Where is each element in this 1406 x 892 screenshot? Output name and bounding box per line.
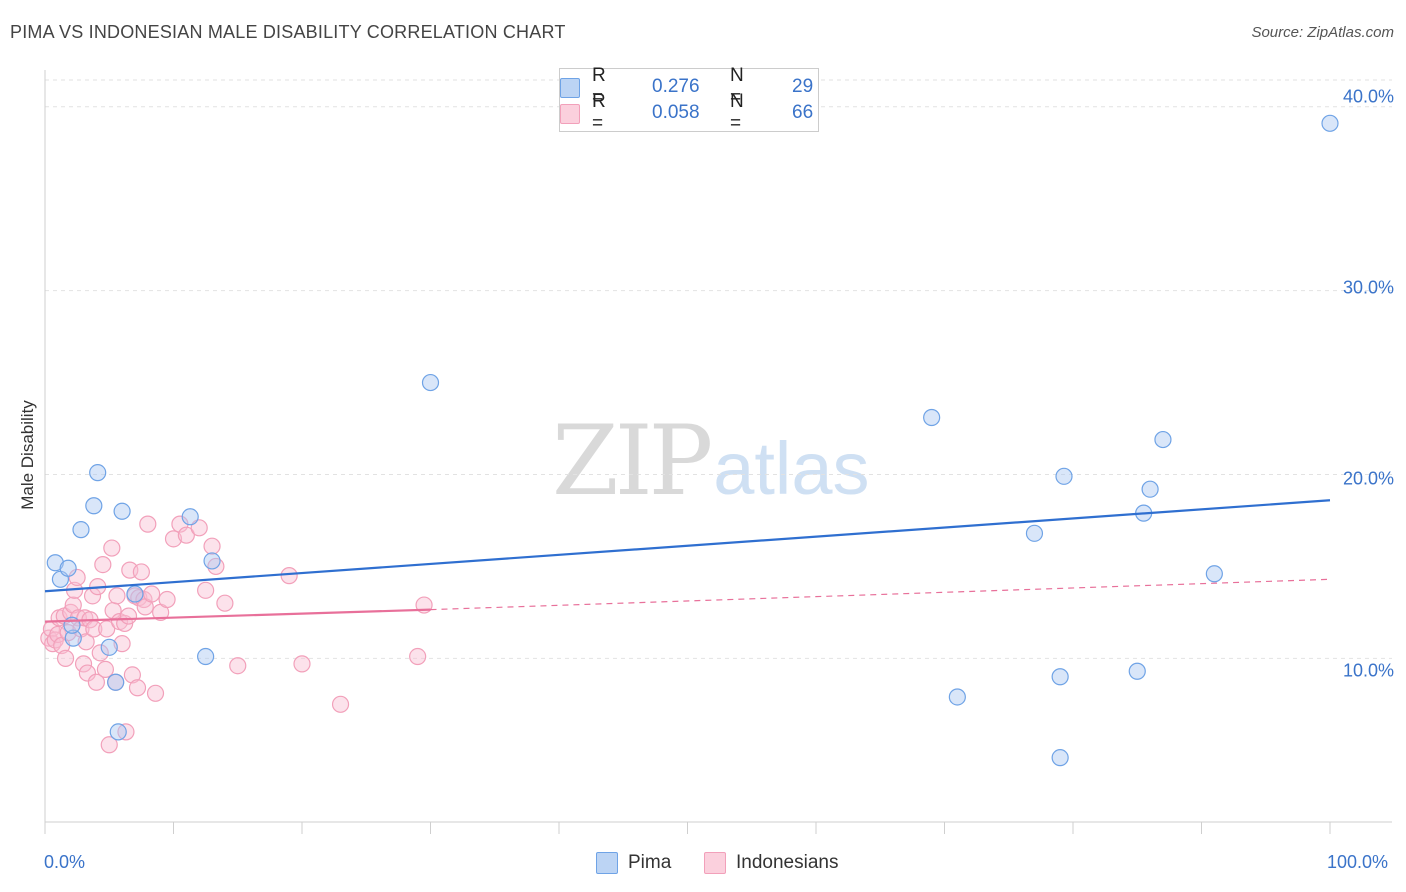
pima-point: [1321, 114, 1339, 132]
indonesians-point: [78, 664, 97, 682]
indonesians-point: [139, 515, 157, 533]
pima-point: [197, 647, 215, 666]
indonesians-point: [216, 594, 234, 612]
legend-item-indonesians: Indonesians: [704, 852, 838, 874]
indonesians-swatch: [704, 852, 726, 874]
pima-point: [181, 508, 199, 526]
pima-point: [1055, 467, 1073, 485]
pima-swatch: [560, 78, 580, 98]
y-tick-label: 40.0%: [1342, 86, 1394, 107]
indonesians-point: [409, 647, 427, 666]
indonesians-point: [74, 655, 93, 673]
indonesians-point: [96, 660, 114, 678]
indonesians-point: [331, 695, 350, 713]
legend-r-value: 0.058: [652, 102, 700, 123]
pima-swatch: [596, 852, 618, 874]
indonesians-point: [56, 649, 75, 667]
indonesians-point: [177, 526, 195, 544]
legend-r-label: R =: [592, 65, 606, 108]
pima-point: [100, 638, 118, 656]
source-label: Source: ZipAtlas.com: [1251, 24, 1394, 41]
legend-n-label: N =: [730, 91, 744, 134]
watermark-atlas: atlas: [713, 427, 870, 510]
indonesians-point: [98, 620, 116, 638]
indonesians-point: [280, 567, 298, 585]
indonesians-trend-line: [430, 578, 1331, 611]
legend-item-pima: Pima: [596, 852, 671, 874]
indonesians-trend-line: [44, 608, 431, 623]
legend-n-value: 29: [792, 76, 814, 97]
watermark-zip: ZIP: [552, 405, 713, 517]
y-tick-label: 30.0%: [1342, 277, 1394, 298]
pima-point: [89, 464, 107, 482]
indonesians-point: [123, 666, 141, 684]
pima-point: [1025, 524, 1044, 542]
pima-point: [203, 552, 221, 570]
indonesians-point: [108, 587, 126, 605]
indonesians-point: [77, 633, 95, 651]
pima-point: [46, 554, 64, 572]
indonesians-point: [91, 644, 109, 662]
indonesians-point: [197, 581, 215, 599]
pima-point: [59, 559, 77, 577]
watermark: ZIPatlas: [552, 405, 870, 517]
x-tick-label: 100.0%: [1327, 852, 1389, 872]
legend-n-label: N =: [730, 65, 744, 108]
legend-n-value: 66: [792, 102, 814, 123]
pima-point: [1128, 662, 1146, 680]
indonesians-point: [132, 563, 150, 581]
pima-point: [1205, 565, 1223, 583]
pima-point: [126, 585, 144, 603]
indonesians-point: [94, 555, 112, 574]
y-tick-label: 20.0%: [1342, 468, 1394, 489]
pima-point: [85, 497, 103, 515]
legend-r-value: 0.276: [652, 76, 700, 97]
indonesians-point: [190, 519, 208, 537]
indonesians-point: [113, 635, 131, 653]
pima-point: [109, 723, 127, 741]
indonesians-point: [143, 585, 161, 603]
indonesians-point: [128, 679, 147, 697]
pima-point: [64, 629, 82, 647]
legend-label-pima: Pima: [628, 852, 672, 873]
indonesians-point: [229, 657, 247, 675]
indonesians-point: [158, 590, 176, 609]
pima-point: [923, 408, 941, 427]
x-tick-label: 0.0%: [44, 852, 86, 872]
legend-r-label: R =: [592, 91, 606, 134]
indonesians-swatch: [560, 104, 580, 124]
pima-point: [72, 521, 90, 539]
indonesians-point: [293, 655, 311, 673]
pima-point: [107, 673, 125, 691]
pima-point: [1051, 668, 1069, 686]
stats-legend: R = 0.276 N = 29 R = 0.058 N = 66: [559, 65, 819, 134]
indonesians-point: [100, 736, 118, 754]
y-tick-label: 10.0%: [1342, 660, 1394, 681]
pima-point: [1051, 749, 1069, 767]
indonesians-point: [146, 684, 165, 702]
pima-point: [948, 688, 966, 706]
indonesians-point: [68, 568, 86, 587]
pima-point: [1141, 480, 1159, 498]
pima-point: [1154, 430, 1172, 449]
indonesians-point: [203, 537, 221, 555]
indonesians-point: [64, 596, 82, 614]
pima-point: [421, 373, 440, 392]
pima-trend-line: [44, 499, 1331, 593]
indonesians-point: [164, 530, 183, 548]
pima-point: [113, 502, 131, 520]
indonesians-point: [119, 607, 138, 625]
chart-title: PIMA VS INDONESIAN MALE DISABILITY CORRE…: [10, 22, 566, 42]
y-axis-label: Male Disability: [18, 400, 37, 510]
legend-label-indonesians: Indonesians: [736, 852, 839, 873]
indonesians-point: [87, 673, 106, 691]
indonesians-point: [103, 539, 121, 557]
